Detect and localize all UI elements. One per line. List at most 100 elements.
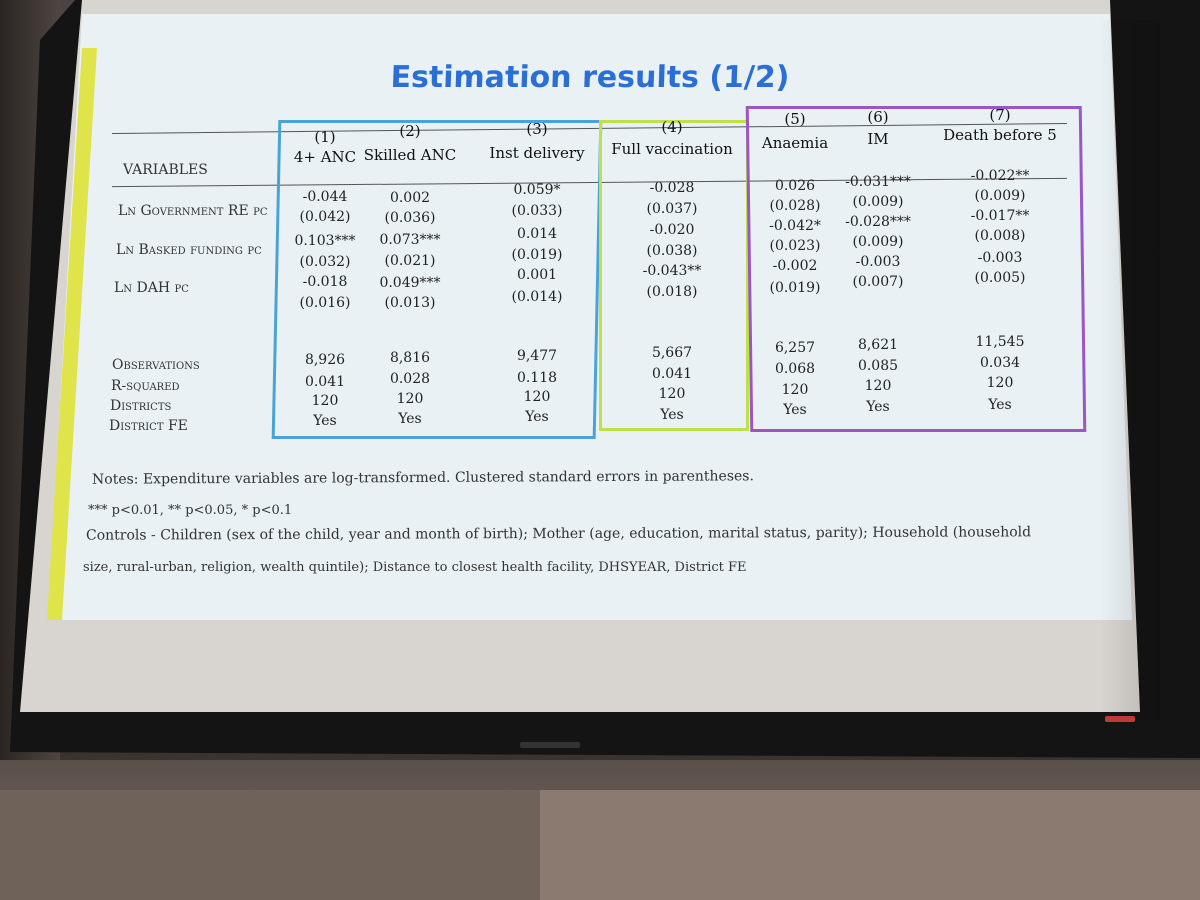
coefficient-cell: (0.033) xyxy=(511,203,563,219)
stat-label: Districts xyxy=(110,398,172,414)
notes-line-4: size, rural-urban, religion, wealth quin… xyxy=(83,560,747,575)
coefficient-cell: -0.042* xyxy=(769,218,821,234)
coefficient-cell: (0.023) xyxy=(769,238,821,254)
coefficient-cell: 0.026 xyxy=(774,178,816,194)
coefficient-cell: (0.021) xyxy=(384,253,436,269)
stat-cell: Yes xyxy=(398,411,422,427)
column-header: Death before 5 xyxy=(943,126,1057,144)
stat-cell: 8,926 xyxy=(304,352,346,368)
coefficient-cell: (0.009) xyxy=(974,188,1026,204)
coefficient-cell: (0.007) xyxy=(852,274,904,290)
variables-header: VARIABLES xyxy=(123,162,208,178)
coefficient-cell: -0.022** xyxy=(970,168,1030,184)
coefficient-cell: (0.009) xyxy=(852,234,904,250)
stat-cell: Yes xyxy=(988,397,1012,413)
column-number: (2) xyxy=(399,122,421,140)
slide-canvas xyxy=(48,14,1132,620)
coefficient-cell: (0.019) xyxy=(511,247,563,263)
coefficient-cell: -0.028 xyxy=(649,180,695,196)
slide-title: Estimation results (1/2) xyxy=(389,60,791,95)
stat-cell: 120 xyxy=(311,393,339,409)
room-panel-right xyxy=(540,790,1200,900)
coefficient-cell: -0.003 xyxy=(977,250,1023,266)
tv-led-indicator xyxy=(1105,716,1135,722)
stat-cell: 0.118 xyxy=(516,370,558,386)
coefficient-cell: (0.013) xyxy=(384,295,436,311)
coefficient-cell: -0.031*** xyxy=(845,174,911,190)
stat-cell: 0.085 xyxy=(857,358,899,374)
coefficient-cell: (0.042) xyxy=(299,209,351,225)
coefficient-cell: -0.018 xyxy=(302,274,348,290)
coefficient-cell: (0.032) xyxy=(299,254,351,270)
stat-label: Observations xyxy=(112,357,200,373)
stat-cell: 5,667 xyxy=(651,345,693,361)
coefficient-cell: -0.003 xyxy=(855,254,901,270)
stat-label: R-squared xyxy=(111,378,180,394)
coefficient-cell: (0.038) xyxy=(646,243,698,259)
coefficient-cell: -0.028*** xyxy=(845,214,911,230)
coefficient-cell: 0.073*** xyxy=(379,232,441,248)
coefficient-cell: -0.020 xyxy=(649,222,695,238)
stat-cell: 0.041 xyxy=(651,366,693,382)
notes-line-2: *** p<0.01, ** p<0.05, * p<0.1 xyxy=(88,503,293,518)
row-label: Ln Government RE pc xyxy=(118,203,268,219)
stat-cell: 6,257 xyxy=(774,340,816,356)
coefficient-cell: 0.049*** xyxy=(379,275,441,291)
coefficient-cell: (0.008) xyxy=(974,228,1026,244)
notes-line-3: Controls - Children (sex of the child, y… xyxy=(85,524,1032,544)
column-number: (6) xyxy=(867,108,889,126)
coefficient-cell: 0.014 xyxy=(516,226,558,242)
row-label: Ln DAH pc xyxy=(114,280,189,296)
group-box-vaccination xyxy=(599,120,749,431)
coefficient-cell: (0.036) xyxy=(384,210,436,226)
column-header: Full vaccination xyxy=(611,140,733,158)
coefficient-cell: (0.009) xyxy=(852,194,904,210)
stat-cell: 9,477 xyxy=(516,348,558,364)
tv-brand-logo xyxy=(520,742,580,748)
coefficient-cell: -0.002 xyxy=(772,258,818,274)
column-number: (1) xyxy=(314,128,336,146)
stat-cell: 120 xyxy=(864,378,892,394)
stat-cell: 0.034 xyxy=(979,355,1021,371)
coefficient-cell: (0.016) xyxy=(299,295,351,311)
stat-cell: 8,621 xyxy=(857,337,899,353)
screen-shadow xyxy=(1100,20,1160,720)
column-header: Inst delivery xyxy=(489,144,585,162)
coefficient-cell: -0.017** xyxy=(970,208,1030,224)
column-number: (4) xyxy=(661,118,683,136)
stat-cell: 0.068 xyxy=(774,361,816,377)
column-header: Anaemia xyxy=(761,134,829,152)
coefficient-cell: -0.044 xyxy=(302,189,348,205)
coefficient-cell: (0.014) xyxy=(511,289,563,305)
column-number: (5) xyxy=(784,110,806,128)
stat-cell: Yes xyxy=(660,407,684,423)
stat-cell: 0.028 xyxy=(389,371,431,387)
column-number: (3) xyxy=(526,120,548,138)
column-number: (7) xyxy=(989,106,1011,124)
coefficient-cell: 0.059* xyxy=(513,182,561,198)
coefficient-cell: (0.037) xyxy=(646,201,698,217)
stat-label: District FE xyxy=(109,418,188,434)
stat-cell: Yes xyxy=(313,413,337,429)
stat-cell: 120 xyxy=(396,391,424,407)
column-header: Skilled ANC xyxy=(363,146,457,164)
stat-cell: Yes xyxy=(783,402,807,418)
column-header: IM xyxy=(867,130,889,148)
coefficient-cell: (0.019) xyxy=(769,280,821,296)
coefficient-cell: 0.002 xyxy=(389,190,431,206)
coefficient-cell: -0.043** xyxy=(642,263,702,279)
coefficient-cell: (0.028) xyxy=(769,198,821,214)
stat-cell: 0.041 xyxy=(304,374,346,390)
stat-cell: 120 xyxy=(781,382,809,398)
coefficient-cell: 0.001 xyxy=(516,267,558,283)
coefficient-cell: (0.018) xyxy=(646,284,698,300)
stat-cell: Yes xyxy=(866,399,890,415)
row-label: Ln Basked funding pc xyxy=(116,242,262,258)
stat-cell: 120 xyxy=(658,386,686,402)
coefficient-cell: 0.103*** xyxy=(294,233,356,249)
room-panel-left xyxy=(0,790,540,900)
stat-cell: 11,545 xyxy=(975,334,1025,350)
stat-cell: 120 xyxy=(986,375,1014,391)
column-header: 4+ ANC xyxy=(293,148,357,166)
stat-cell: 120 xyxy=(523,389,551,405)
